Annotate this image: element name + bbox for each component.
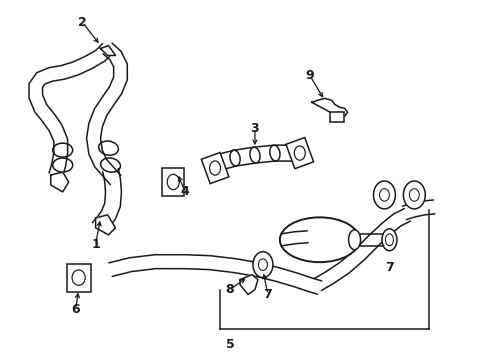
Text: 5: 5 xyxy=(225,338,234,351)
Polygon shape xyxy=(101,45,115,55)
Bar xyxy=(162,168,184,196)
Text: 8: 8 xyxy=(225,283,234,296)
Ellipse shape xyxy=(279,217,359,262)
Polygon shape xyxy=(311,98,347,116)
Ellipse shape xyxy=(258,259,267,270)
Ellipse shape xyxy=(72,270,85,285)
Text: 7: 7 xyxy=(384,261,393,274)
Ellipse shape xyxy=(209,161,220,175)
Polygon shape xyxy=(240,275,258,294)
Bar xyxy=(201,153,228,184)
Ellipse shape xyxy=(294,146,305,160)
Ellipse shape xyxy=(252,252,272,278)
Text: 9: 9 xyxy=(305,69,313,82)
Text: 6: 6 xyxy=(71,303,80,316)
Text: 1: 1 xyxy=(91,238,100,251)
Polygon shape xyxy=(51,172,68,192)
Text: 3: 3 xyxy=(250,122,259,135)
Text: 2: 2 xyxy=(78,16,87,29)
Polygon shape xyxy=(95,215,115,235)
Ellipse shape xyxy=(403,181,425,209)
Ellipse shape xyxy=(348,230,360,250)
Ellipse shape xyxy=(381,229,396,251)
Text: 4: 4 xyxy=(181,185,189,198)
Ellipse shape xyxy=(408,189,418,201)
Text: 7: 7 xyxy=(263,288,272,301)
FancyBboxPatch shape xyxy=(329,112,343,122)
Ellipse shape xyxy=(167,174,179,190)
Ellipse shape xyxy=(385,234,393,246)
Bar xyxy=(66,264,90,292)
Ellipse shape xyxy=(373,181,395,209)
Bar xyxy=(285,138,313,169)
Ellipse shape xyxy=(379,189,388,201)
